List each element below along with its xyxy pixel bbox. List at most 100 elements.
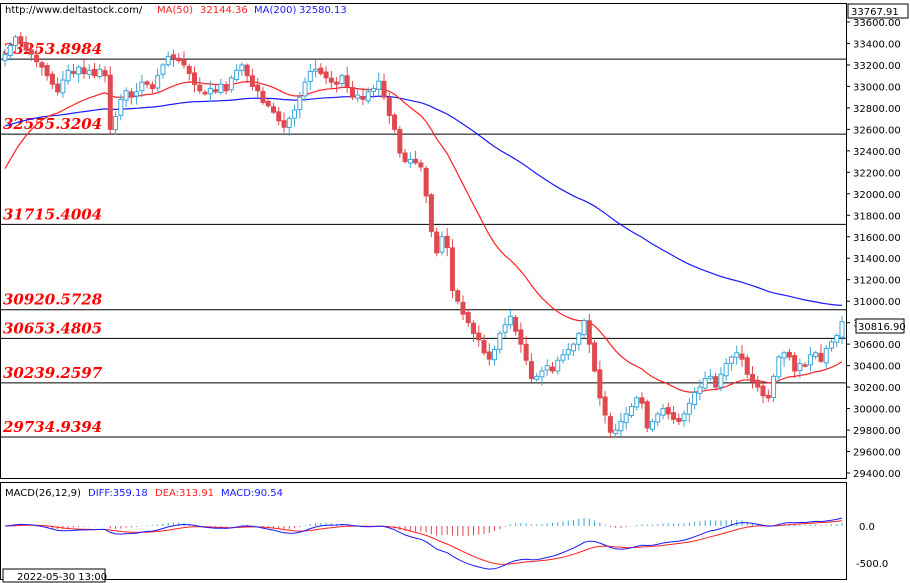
candle-body-96 (507, 315, 513, 326)
level-label-6: 29734.9394 (2, 418, 102, 436)
candle-body-139 (734, 352, 740, 358)
candle-body-145 (765, 394, 771, 399)
candle-body-89 (471, 322, 477, 334)
candle-body-80 (423, 167, 429, 197)
candle-body-35 (186, 65, 192, 75)
price-tick-label-9: 31800.00 (853, 211, 901, 222)
ma200-line (4, 95, 843, 306)
price-tick-label-2: 33200.00 (853, 61, 901, 72)
candle-body-100 (528, 361, 534, 380)
candle-body-134 (707, 375, 713, 380)
candle-body-104 (549, 366, 555, 372)
candle-body-146 (771, 375, 777, 398)
candle-body-126 (665, 407, 671, 415)
candle-body-88 (465, 312, 471, 324)
candle-body-70 (370, 88, 376, 92)
candle-body-84 (444, 235, 450, 249)
candle-body-78 (413, 158, 419, 164)
candle-body-6 (34, 54, 40, 63)
candle-body-11 (60, 79, 66, 94)
candle-body-144 (760, 385, 766, 397)
candle-body-26 (139, 81, 145, 92)
price-tick-label-15: 30600.00 (853, 340, 901, 351)
macd-tick-0: 0.0 (859, 522, 875, 533)
candle-body-64 (339, 75, 345, 85)
price-tick-label-11: 31400.00 (853, 254, 901, 265)
candle-body-85 (449, 247, 455, 291)
candle-body-133 (702, 378, 708, 389)
candle-body-4 (23, 42, 29, 51)
candle-body-137 (723, 362, 729, 377)
candle-body-63 (334, 81, 340, 85)
candle-body-43 (228, 77, 234, 91)
ma200-label: MA(200) (254, 5, 296, 16)
current-price-box (855, 318, 905, 334)
price-tick-label-17: 30200.00 (853, 383, 901, 394)
candle-body-153 (807, 354, 813, 366)
candle-body-116 (613, 429, 619, 435)
level-label-2: 31715.4004 (3, 205, 102, 223)
candle-body-5 (28, 49, 34, 55)
candle-body-149 (786, 351, 792, 358)
candle-body-40 (213, 89, 219, 93)
candle-body-87 (460, 301, 466, 315)
candle-body-9 (49, 73, 55, 85)
candle-body-125 (660, 408, 666, 416)
candle-body-38 (202, 91, 208, 95)
candle-body-48 (255, 84, 261, 92)
candle-body-13 (70, 70, 76, 75)
candle-body-132 (697, 386, 703, 394)
macd-series (4, 517, 843, 570)
candle-body-83 (439, 236, 445, 253)
candle-body-54 (286, 118, 292, 128)
candle-body-37 (197, 84, 203, 92)
candle-body-0 (2, 53, 8, 62)
candle-body-21 (113, 115, 119, 131)
candle-body-66 (349, 87, 355, 98)
candle-body-97 (513, 317, 519, 332)
candle-body-136 (718, 373, 724, 388)
candle-body-29 (155, 75, 161, 89)
candle-body-118 (623, 413, 629, 424)
candle-body-2 (13, 36, 19, 47)
candle-body-46 (244, 64, 250, 77)
candle-body-7 (39, 62, 45, 68)
candle-body-55 (292, 109, 298, 119)
level-label-1: 32555.3204 (3, 115, 102, 133)
candle-body-111 (586, 320, 592, 345)
level-label-3: 30920.5728 (3, 291, 103, 309)
level-label-4: 30653.4805 (3, 319, 102, 337)
candle-body-113 (597, 369, 603, 399)
price-tick-label-12: 31200.00 (853, 276, 901, 287)
ma50-line (4, 80, 843, 393)
candle-body-148 (781, 352, 787, 359)
candle-body-131 (692, 391, 698, 405)
candle-body-15 (81, 67, 87, 75)
candle-body-32 (170, 54, 176, 60)
macd-value-label: MACD:90.54 (221, 488, 283, 499)
candle-body-8 (44, 65, 50, 77)
candle-body-99 (523, 343, 529, 361)
candle-body-114 (602, 396, 608, 416)
candle-body-3 (18, 36, 24, 44)
candle-body-44 (234, 69, 240, 80)
candle-body-117 (618, 420, 624, 432)
ma200-path (4, 95, 843, 306)
candle-body-156 (823, 347, 829, 364)
candle-body-68 (360, 96, 366, 100)
candle-body-61 (323, 71, 329, 79)
candle-body-151 (797, 362, 803, 372)
candle-body-158 (834, 335, 840, 343)
site-url: http://www.deltastock.com/ (5, 5, 143, 16)
candle-body-124 (655, 413, 661, 423)
candle-body-123 (649, 420, 655, 430)
candle-body-27 (144, 81, 150, 85)
candle-body-110 (581, 320, 587, 336)
current-price-label: 30816.90 (858, 322, 906, 333)
price-tick-label-19: 29800.00 (853, 426, 901, 437)
candle-body-47 (249, 75, 255, 87)
candle-body-50 (265, 100, 271, 107)
candle-body-119 (628, 405, 634, 417)
candle-body-23 (123, 90, 129, 101)
